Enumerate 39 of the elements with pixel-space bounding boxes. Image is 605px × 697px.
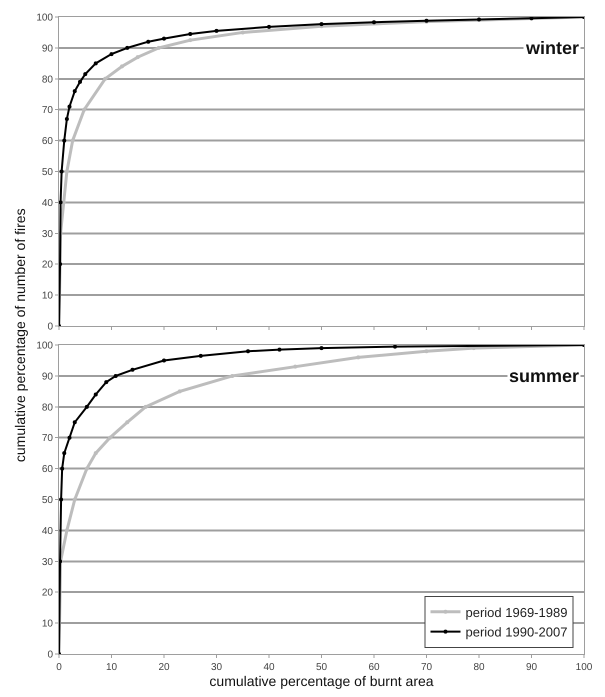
y-tick-label: 70: [42, 105, 54, 116]
y-tick-label: 20: [42, 260, 54, 271]
x-tick-label: 0: [56, 662, 62, 673]
legend-label: period 1990-2007: [466, 624, 568, 640]
x-tick-label: 90: [526, 662, 538, 673]
x-tick-label: 30: [210, 662, 222, 673]
x-tick-label: 40: [263, 662, 275, 673]
y-tick-label: 100: [36, 340, 54, 352]
x-tick-label: 10: [106, 662, 118, 673]
y-tick-label: 80: [42, 74, 54, 86]
y-tick-label: 50: [42, 166, 54, 178]
y-axis-title: cumulative percentage of number of fires: [12, 208, 28, 462]
annotation: winter: [525, 38, 580, 58]
y-tick-label: 60: [42, 136, 54, 148]
x-tick-label: 70: [420, 662, 432, 673]
y-tick-label: 30: [42, 228, 54, 240]
y-tick-label: 90: [42, 43, 54, 54]
x-tick-label: 50: [316, 662, 328, 673]
y-tick-label: 20: [42, 588, 54, 599]
x-tick-label: 60: [368, 662, 380, 673]
legend-label: period 1969-1989: [466, 604, 568, 620]
annotation: summer: [509, 366, 580, 386]
y-tick-label: 90: [42, 371, 54, 382]
x-axis-title: cumulative percentage of burnt area: [209, 673, 434, 689]
y-tick-label: 70: [42, 433, 54, 444]
y-tick-label: 40: [42, 198, 54, 209]
y-tick-label: 60: [42, 464, 54, 476]
y-tick-label: 30: [42, 556, 54, 568]
x-tick-label: 20: [158, 662, 170, 673]
y-tick-label: 0: [47, 650, 54, 661]
y-tick-label: 40: [42, 526, 54, 537]
y-tick-label: 80: [42, 402, 54, 414]
y-tick-label: 10: [42, 290, 54, 302]
x-tick-label: 80: [473, 662, 485, 673]
y-tick-label: 100: [36, 12, 54, 24]
y-tick-label: 10: [42, 618, 54, 630]
x-tick-label: 100: [576, 662, 593, 673]
y-tick-label: 0: [47, 321, 54, 332]
y-tick-label: 50: [42, 495, 54, 506]
